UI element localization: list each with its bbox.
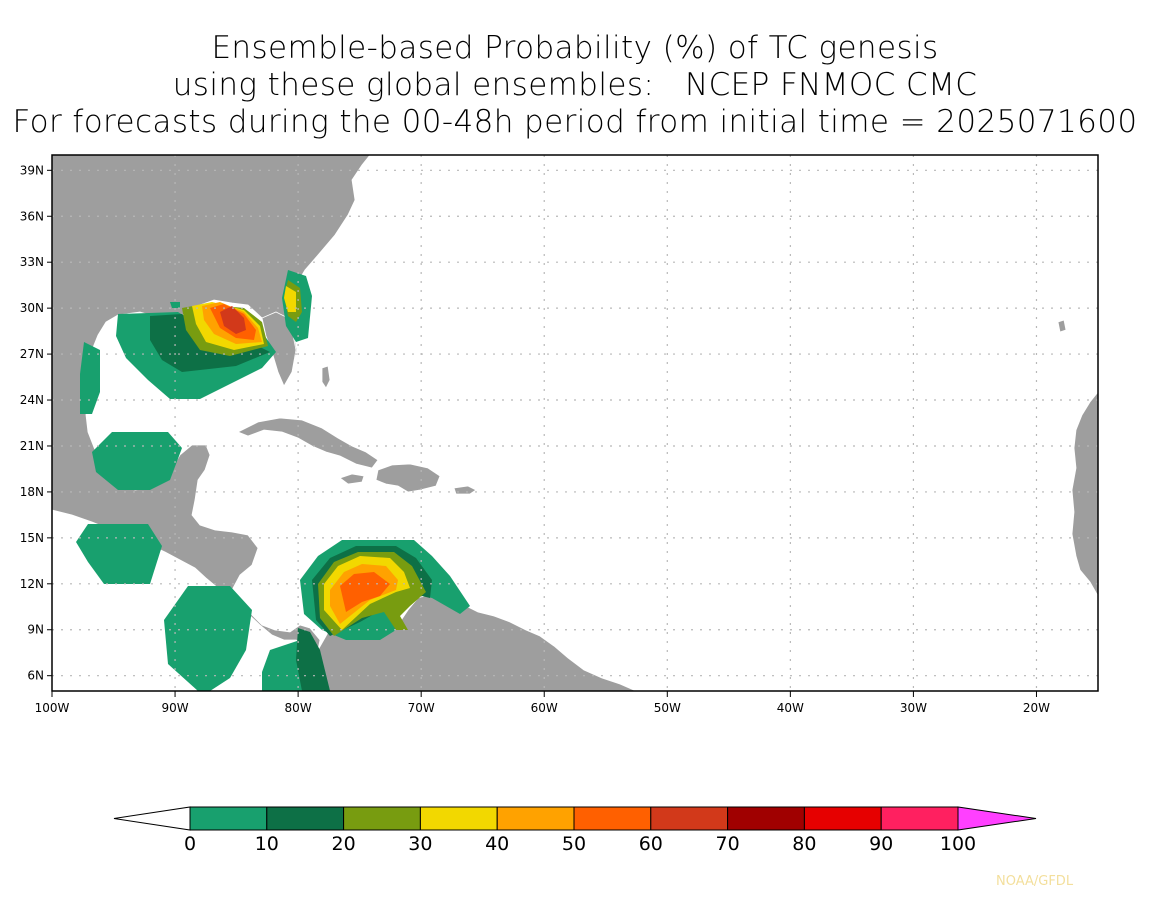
colorbar-label: 80 — [792, 833, 816, 855]
lon-tick-label: 50W — [654, 701, 681, 715]
lat-tick-label: 9N — [27, 623, 44, 637]
lon-tick-label: 60W — [531, 701, 558, 715]
lat-tick-label: 33N — [20, 255, 44, 269]
land-canary-islands — [1057, 319, 1067, 333]
lat-tick-label: 21N — [20, 439, 44, 453]
colorbar: 0 10 20 30 40 50 60 70 80 90 100 — [113, 806, 1037, 855]
lat-tick-label: 24N — [20, 393, 44, 407]
map-frame — [51, 154, 1099, 692]
title-line-1: Ensemble-based Probability (%) of TC gen… — [211, 30, 939, 66]
probability-contour — [92, 432, 182, 490]
longitude-axis: 100W 90W 80W 70W 60W 50W 40W 30W 20W — [35, 691, 1050, 715]
colorbar-segment — [573, 806, 652, 831]
lon-tick-label: 40W — [777, 701, 804, 715]
colorbar-over-arrow — [957, 806, 1037, 831]
title-line-3: For forecasts during the 00-48h period f… — [12, 104, 1138, 140]
lon-tick-label: 100W — [35, 701, 70, 715]
probability-contour — [284, 286, 296, 312]
lat-tick-label: 27N — [20, 347, 44, 361]
colorbar-segment — [496, 806, 575, 831]
colorbar-label: 0 — [184, 833, 196, 855]
probability-contour — [80, 342, 100, 414]
probability-contour — [170, 302, 180, 308]
land-hispaniola — [375, 463, 441, 493]
colorbar-label: 50 — [562, 833, 586, 855]
colorbar-label: 30 — [408, 833, 432, 855]
colorbar-segment — [727, 806, 805, 831]
map-area — [52, 155, 1098, 691]
lon-tick-label: 20W — [1023, 701, 1050, 715]
colorbar-segment — [266, 806, 345, 831]
probability-contour — [340, 572, 390, 612]
lat-tick-label: 18N — [20, 485, 44, 499]
latitude-axis: 6N 9N 12N 15N 18N 21N 24N 27N 30N 33N 36N 39N — [20, 163, 52, 683]
map-title: Ensemble-based Probability (%) of TC gen… — [0, 30, 1150, 141]
land-puerto-rico — [453, 485, 477, 495]
lon-tick-label: 80W — [285, 701, 312, 715]
colorbar-label: 10 — [255, 833, 279, 855]
probability-contour — [164, 586, 252, 691]
colorbar-segment — [650, 806, 729, 831]
lon-tick-label: 90W — [161, 701, 188, 715]
land-cuba — [237, 417, 379, 469]
colorbar-segment — [880, 806, 959, 831]
land-africa — [1071, 391, 1098, 597]
colorbar-label: 40 — [485, 833, 509, 855]
colorbar-label: 20 — [332, 833, 356, 855]
lon-tick-label: 70W — [408, 701, 435, 715]
lat-tick-label: 12N — [20, 577, 44, 591]
colorbar-label: 100 — [940, 833, 976, 855]
lat-tick-label: 15N — [20, 531, 44, 545]
land-jamaica — [339, 473, 365, 485]
colorbar-label: 90 — [869, 833, 893, 855]
lon-tick-label: 30W — [900, 701, 927, 715]
credit-text: NOAA/GFDL — [996, 874, 1074, 889]
probability-contour — [76, 524, 162, 584]
colorbar-segment — [419, 806, 498, 831]
lat-tick-label: 30N — [20, 301, 44, 315]
colorbar-segment — [189, 806, 268, 831]
title-line-2: using these global ensembles: NCEP FNMOC… — [172, 67, 978, 103]
colorbar-under-arrow — [113, 806, 191, 831]
colorbar-label: 70 — [716, 833, 740, 855]
colorbar-segment — [803, 806, 882, 831]
lat-tick-label: 6N — [27, 669, 44, 683]
colorbar-segment — [343, 806, 421, 831]
lat-tick-label: 39N — [20, 163, 44, 177]
colorbar-label: 60 — [639, 833, 663, 855]
land-bahamas — [321, 365, 331, 389]
probability-shading — [76, 270, 470, 691]
lat-tick-label: 36N — [20, 209, 44, 223]
gridlines — [52, 155, 1098, 691]
probability-contour — [220, 306, 246, 334]
